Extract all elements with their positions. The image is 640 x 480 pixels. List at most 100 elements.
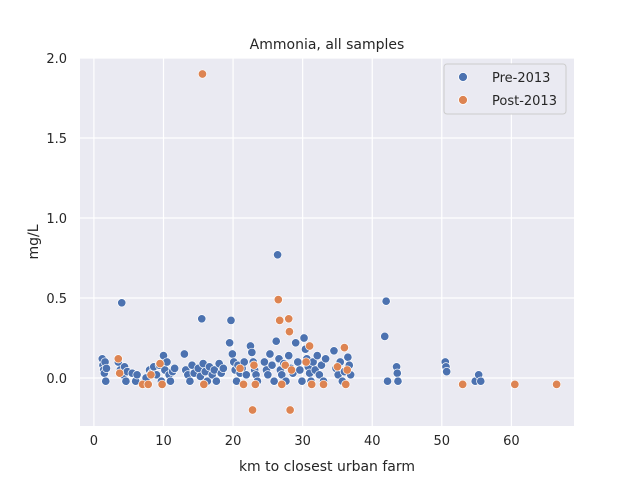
data-point-post: [510, 379, 520, 389]
data-point-pre: [316, 360, 326, 370]
data-point-post: [115, 368, 125, 378]
x-tick-label: 10: [155, 434, 172, 449]
data-point-pre: [381, 296, 391, 306]
data-point-pre: [263, 370, 273, 380]
legend-marker-post: [458, 95, 468, 105]
data-point-pre: [299, 333, 309, 343]
y-tick-label: 1.0: [46, 212, 67, 227]
data-point-post: [248, 405, 258, 415]
legend-box: [443, 63, 567, 115]
y-tick-label: 2.0: [46, 52, 67, 67]
data-point-pre: [265, 349, 275, 359]
y-tick-label: 0.0: [46, 372, 67, 387]
data-point-pre: [227, 349, 237, 359]
data-point-pre: [165, 376, 176, 386]
data-point-post: [249, 360, 259, 370]
data-point-pre: [259, 357, 269, 367]
data-point-post: [341, 379, 351, 389]
data-point-pre: [295, 365, 305, 375]
data-point-pre: [314, 370, 324, 380]
data-point-post: [155, 359, 165, 369]
data-point-pre: [267, 360, 277, 370]
data-point-pre: [273, 250, 283, 260]
data-point-pre: [247, 347, 257, 357]
data-point-post: [277, 379, 287, 389]
data-point-pre: [392, 368, 402, 378]
data-point-post: [146, 370, 156, 380]
data-point-pre: [225, 338, 235, 348]
data-point-post: [285, 405, 295, 415]
data-point-post: [143, 379, 153, 389]
data-point-pre: [241, 370, 251, 380]
data-point-post: [458, 379, 468, 389]
data-point-pre: [121, 376, 131, 386]
data-point-pre: [132, 370, 142, 380]
x-tick-label: 60: [503, 434, 520, 449]
data-point-post: [284, 314, 294, 324]
x-axis-label: km to closest urban farm: [239, 459, 415, 475]
data-point-pre: [170, 363, 180, 373]
data-point-pre: [218, 363, 228, 373]
data-point-pre: [284, 351, 294, 361]
y-tick-labels: 0.0 0.5 1.0 1.5 2.0: [46, 52, 67, 387]
data-point-post: [305, 341, 315, 351]
data-point-pre: [117, 298, 127, 308]
x-tick-label: 0: [90, 434, 98, 449]
data-point-post: [113, 354, 123, 364]
data-point-pre: [442, 367, 452, 377]
data-point-pre: [269, 376, 279, 386]
data-point-pre: [382, 376, 393, 386]
data-point-pre: [293, 357, 303, 367]
data-point-post: [286, 365, 297, 375]
legend-marker-pre: [458, 72, 468, 82]
data-point-post: [552, 379, 562, 389]
data-point-pre: [101, 363, 111, 373]
data-point-pre: [343, 352, 353, 362]
data-point-post: [284, 327, 294, 337]
data-point-pre: [312, 351, 322, 361]
data-point-post: [339, 343, 349, 353]
data-point-post: [318, 379, 329, 389]
data-point-pre: [271, 336, 281, 346]
data-point-pre: [476, 376, 486, 386]
data-point-pre: [291, 338, 301, 348]
data-point-post: [307, 379, 317, 389]
data-point-post: [332, 362, 342, 372]
data-point-post: [235, 363, 245, 373]
x-tick-label: 50: [434, 434, 451, 449]
data-point-pre: [197, 314, 207, 324]
data-point-pre: [185, 376, 195, 386]
data-point-post: [280, 360, 290, 370]
data-point-post: [301, 357, 311, 367]
x-tick-label: 20: [225, 434, 242, 449]
chart-title: Ammonia, all samples: [250, 37, 405, 53]
legend-label-pre: Pre-2013: [492, 71, 550, 86]
data-point-post: [197, 69, 208, 79]
data-point-post: [199, 379, 209, 389]
data-point-pre: [179, 349, 189, 359]
data-point-pre: [277, 370, 287, 380]
data-point-pre: [101, 376, 111, 386]
data-point-post: [275, 315, 285, 325]
y-tick-label: 0.5: [46, 292, 67, 307]
data-point-post: [342, 365, 352, 375]
data-point-pre: [297, 376, 307, 386]
legend: Pre-2013 Post-2013: [443, 63, 567, 115]
data-point-pre: [211, 376, 221, 386]
data-points: [97, 69, 562, 415]
data-point-post: [250, 379, 260, 389]
data-point-post: [273, 295, 283, 305]
x-tick-label: 30: [294, 434, 311, 449]
legend-label-post: Post-2013: [492, 94, 557, 109]
x-tick-label: 40: [364, 434, 381, 449]
data-point-pre: [393, 376, 403, 386]
data-point-post: [157, 379, 167, 389]
data-point-pre: [380, 331, 390, 341]
data-point-post: [238, 379, 249, 389]
data-point-pre: [321, 354, 331, 364]
data-point-pre: [239, 357, 249, 367]
y-tick-label: 1.5: [46, 132, 67, 147]
data-point-pre: [226, 315, 236, 325]
data-point-pre: [329, 346, 339, 356]
